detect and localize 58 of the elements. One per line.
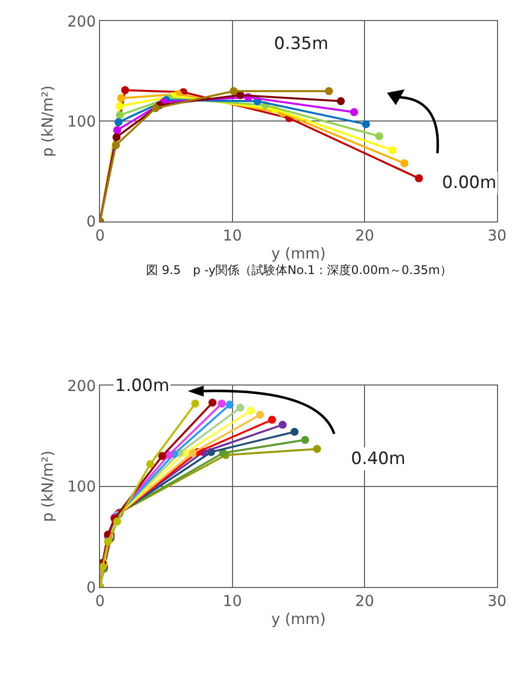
annotation: 1.00m <box>115 376 170 396</box>
x-tick-label: 20 <box>355 592 374 610</box>
point <box>152 104 160 112</box>
x-axis-title: y (mm) <box>271 610 326 628</box>
y-tick-label: 0 <box>86 578 96 596</box>
point <box>104 538 112 546</box>
point <box>158 452 166 460</box>
point <box>114 118 123 126</box>
point <box>226 400 234 409</box>
point <box>388 146 396 154</box>
point <box>121 86 130 94</box>
point <box>116 102 124 110</box>
point <box>313 444 322 453</box>
point <box>362 120 370 128</box>
point <box>375 132 384 140</box>
x-tick-label: 10 <box>222 592 242 610</box>
y-tick-label: 200 <box>67 376 96 395</box>
annotation: 0.40m <box>351 449 406 469</box>
point <box>268 416 276 424</box>
x-axis-title: y (mm) <box>271 244 326 262</box>
point <box>112 133 121 142</box>
y-axis-title: p (kN/m²) <box>38 450 57 522</box>
point <box>112 141 120 150</box>
point <box>414 174 423 182</box>
point <box>146 460 154 468</box>
point <box>350 108 358 116</box>
x-tick-label: 20 <box>355 226 374 244</box>
point <box>219 449 228 457</box>
point <box>116 111 124 120</box>
point <box>336 97 345 106</box>
y-tick-label: 100 <box>67 112 96 130</box>
point <box>324 87 333 96</box>
annotation: 0.00m <box>442 173 496 193</box>
x-tick-label: 30 <box>487 592 507 610</box>
point <box>113 126 122 134</box>
point <box>278 420 287 429</box>
point <box>230 87 238 96</box>
point <box>208 398 216 407</box>
point <box>236 404 244 412</box>
point <box>191 400 200 408</box>
x-tick-label: 30 <box>487 226 507 244</box>
y-tick-label: 100 <box>67 478 96 496</box>
y-tick-label: 200 <box>67 12 96 30</box>
point <box>113 518 122 526</box>
y-tick-label: 0 <box>86 212 96 231</box>
point <box>301 436 310 444</box>
point <box>188 449 197 457</box>
x-tick-label: 10 <box>222 226 242 244</box>
point <box>218 400 226 408</box>
point <box>246 406 255 415</box>
point <box>117 94 126 102</box>
caption: 図 9.5 p -y関係（試験体No.1：深度0.00m～0.35m） <box>146 263 452 277</box>
point <box>290 428 299 436</box>
point <box>236 91 244 100</box>
y-axis-title: p (kN/m²) <box>38 85 57 157</box>
annotation: 0.35m <box>274 34 328 54</box>
point <box>400 159 408 168</box>
point <box>256 410 264 419</box>
